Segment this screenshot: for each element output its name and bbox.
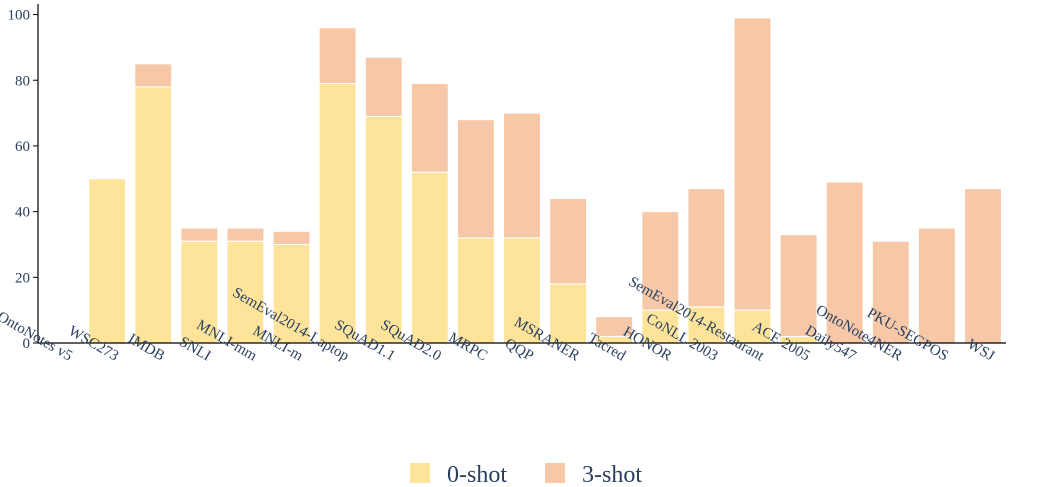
bar-3shot [503,112,541,239]
bar-0shot [456,237,495,344]
bar-3shot [641,211,680,311]
bars [88,17,1002,344]
bar-0shot [410,171,449,344]
bar-3shot [318,27,357,85]
bar-3shot [272,230,311,245]
bar-3shot [549,197,588,285]
bar-3shot [180,227,219,242]
bar-3shot [733,17,772,311]
bar-0shot [364,115,403,344]
bar-3shot [410,83,449,173]
bar-3shot [456,119,495,239]
y-tick-label: 80 [15,73,30,89]
legend-label: 3-shot [582,462,642,487]
y-axis: 0 20 40 60 80 100 [8,4,39,352]
y-tick-label: 0 [23,336,31,352]
bar-3shot [687,188,726,308]
bar-0shot [88,178,127,344]
bar-3shot [825,181,864,344]
legend-swatch-0shot [410,463,430,483]
bar-0shot [226,240,265,344]
bar-3shot [364,56,403,117]
y-tick-label: 40 [15,205,30,221]
bar-3shot [871,240,910,344]
y-tick-label: 20 [15,270,30,286]
bar-0shot [134,86,173,344]
legend: 0-shot 3-shot [410,462,642,487]
bar-3shot [134,63,173,88]
y-tick-label: 100 [8,8,31,24]
bar-3shot [595,316,634,337]
y-tick-label: 60 [15,139,30,155]
bar-3shot [779,234,818,337]
bar-3shot [964,188,1002,344]
bar-0shot [318,83,357,344]
legend-swatch-3shot [545,463,565,483]
bar-3shot [917,227,956,344]
bar-3shot [226,227,265,242]
legend-label: 0-shot [447,462,507,487]
